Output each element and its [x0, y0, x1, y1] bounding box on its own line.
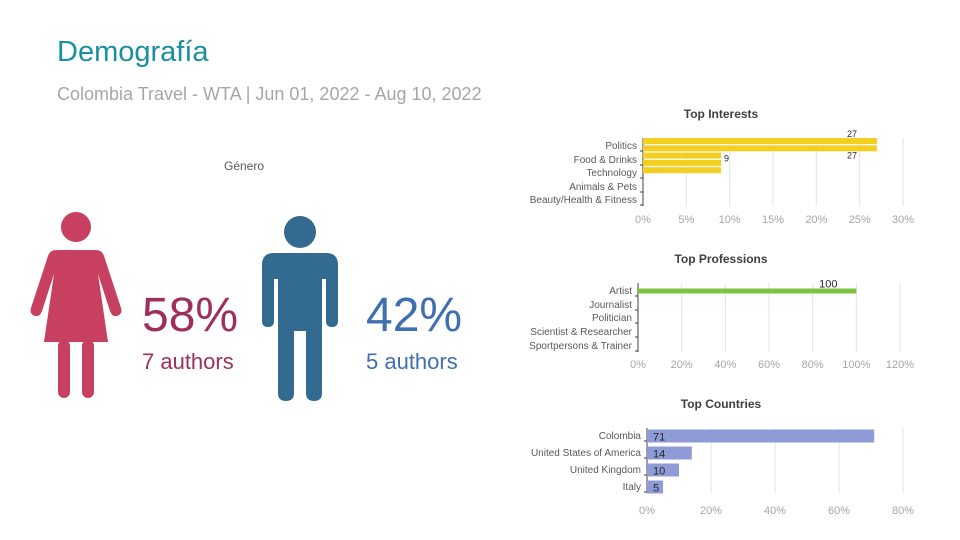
interests-tick-label: 30%: [892, 214, 914, 226]
female-percentage: 58%: [142, 289, 239, 342]
male-authors-count: 5 authors: [366, 349, 458, 374]
interests-bar: [643, 145, 877, 152]
professions-data-label: 100: [819, 279, 837, 291]
countries-data-label: 5: [653, 483, 659, 495]
professions-category-label: Artist: [609, 286, 632, 297]
interests-tick-label: 25%: [849, 214, 871, 226]
countries-category-label: United States of America: [531, 448, 641, 459]
countries-bar: [647, 429, 875, 443]
interests-bar: [643, 152, 721, 159]
interests-category-label: Food & Drinks: [574, 155, 637, 166]
interests-tick-label: 20%: [805, 214, 827, 226]
interests-bar: [643, 167, 721, 174]
countries-tick-label: 0%: [639, 505, 655, 517]
professions-tick-label: 20%: [671, 359, 693, 371]
countries-tick-label: 60%: [828, 505, 850, 517]
professions-tick-label: 0%: [630, 359, 646, 371]
interests-data-label: 27: [847, 129, 857, 139]
professions-tick-label: 100%: [842, 359, 870, 371]
professions-tick-label: 80%: [802, 359, 824, 371]
interests-category-label: Technology: [586, 168, 637, 179]
professions-category-label: Sportpersons & Trainer: [529, 341, 632, 352]
professions-category-label: Journalist: [589, 300, 632, 311]
interests-tick-label: 0%: [635, 214, 651, 226]
gender-label: Género: [224, 159, 265, 173]
professions-tick-label: 120%: [886, 359, 914, 371]
female-icon: [30, 212, 122, 398]
male-percentage: 42%: [366, 289, 463, 342]
interests-tick-label: 10%: [719, 214, 741, 226]
countries-bar: [647, 480, 663, 494]
countries-category-label: United Kingdom: [570, 465, 641, 476]
countries-data-label: 14: [653, 449, 665, 461]
professions-category-label: Scientist & Researcher: [530, 327, 632, 338]
interests-data-label: 27: [847, 150, 857, 160]
professions-tick-label: 40%: [714, 359, 736, 371]
interests-bar: [643, 138, 877, 144]
interests-category-label: Politics: [605, 141, 637, 152]
interests-bar: [643, 159, 721, 166]
interests-tick-label: 15%: [762, 214, 784, 226]
page-title: Demografía: [57, 36, 209, 68]
professions-tick-label: 60%: [758, 359, 780, 371]
male-icon: [262, 216, 338, 401]
page-subtitle: Colombia Travel - WTA | Jun 01, 2022 - A…: [57, 84, 482, 104]
countries-bar: [647, 446, 692, 460]
countries-data-label: 71: [653, 432, 665, 444]
countries-chart-title: Top Countries: [680, 397, 762, 411]
countries-category-label: Italy: [623, 482, 641, 493]
countries-bar: [647, 463, 679, 477]
interests-tick-label: 5%: [678, 214, 694, 226]
interests-category-label: Animals & Pets: [569, 182, 637, 193]
professions-bar: [638, 288, 857, 294]
interests-category-label: Beauty/Health & Fitness: [530, 195, 637, 206]
countries-tick-label: 20%: [700, 505, 722, 517]
countries-category-label: Colombia: [599, 431, 642, 442]
professions-category-label: Politician: [592, 313, 632, 324]
interests-data-label: 9: [724, 154, 729, 164]
countries-tick-label: 80%: [892, 505, 914, 517]
countries-data-label: 10: [653, 466, 665, 478]
countries-tick-label: 40%: [764, 505, 786, 517]
female-authors-count: 7 authors: [142, 349, 234, 374]
interests-chart-title: Top Interests: [683, 107, 759, 121]
professions-chart-title: Top Professions: [674, 252, 768, 266]
